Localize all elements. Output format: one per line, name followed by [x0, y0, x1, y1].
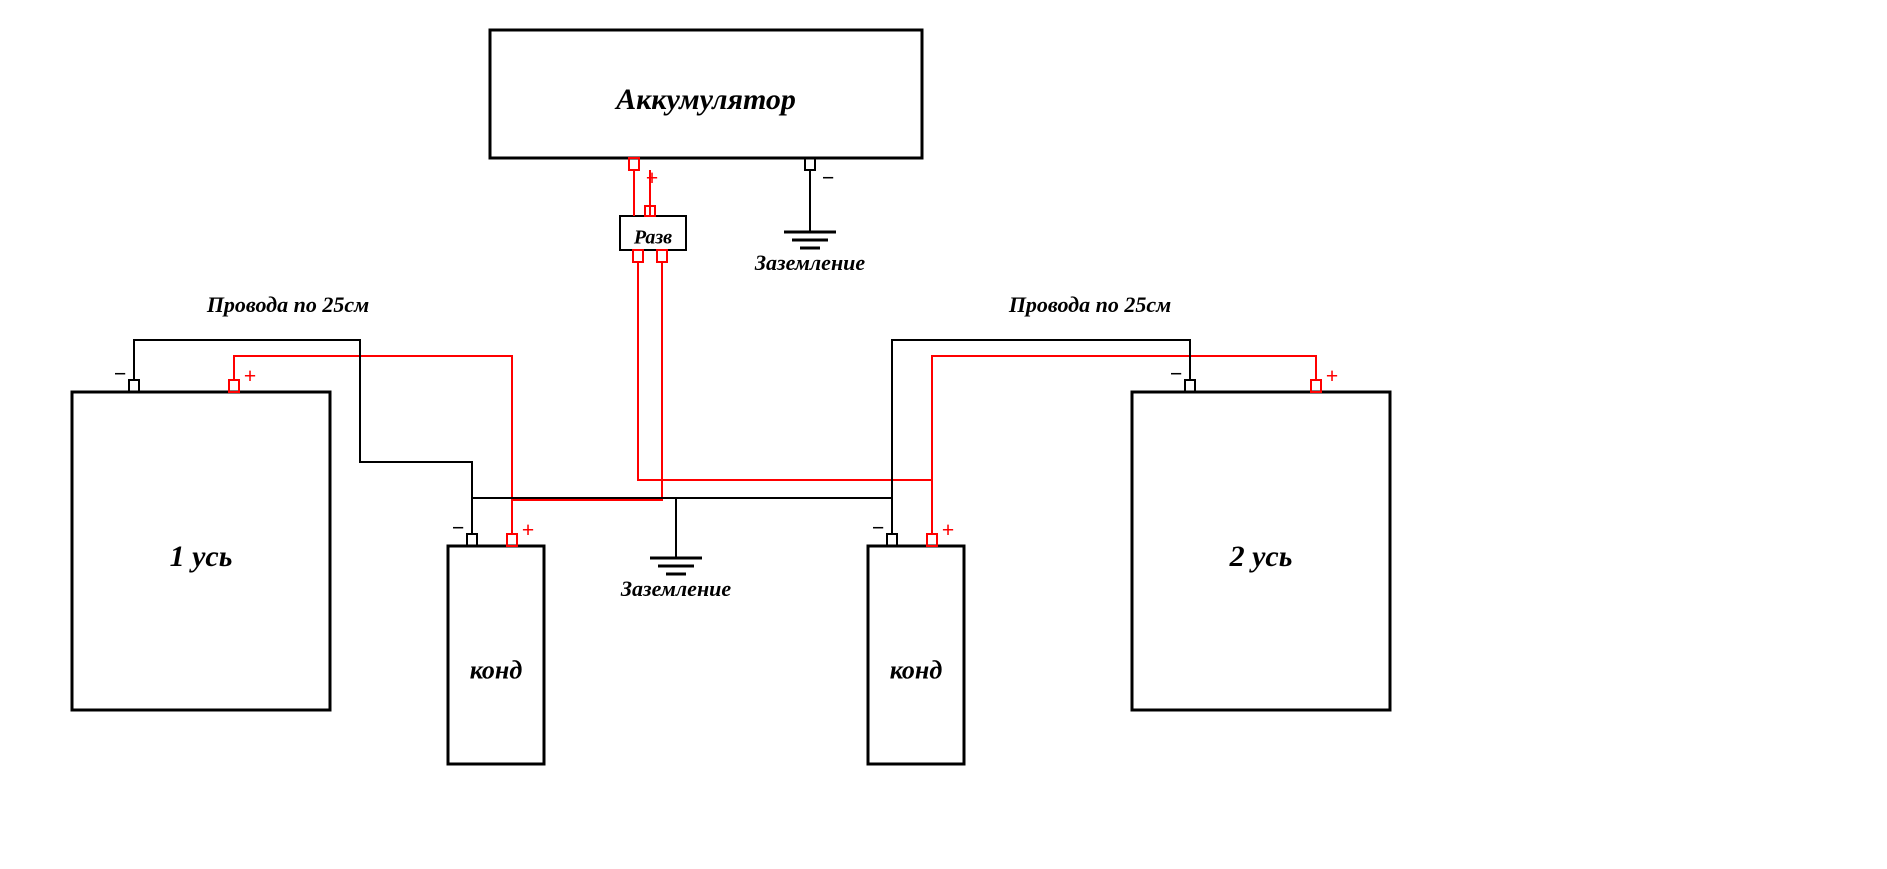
- wire-length-label-left: Провода по 25см: [206, 292, 369, 317]
- box: [129, 380, 139, 392]
- label: −: [872, 515, 885, 540]
- splitter-label: Разв: [633, 227, 672, 249]
- ground-label: Заземление: [754, 250, 866, 275]
- label: +: [244, 363, 257, 388]
- box: [805, 158, 815, 170]
- ground-label: Заземление: [620, 576, 732, 601]
- wire-positive: [932, 356, 1316, 480]
- box: [1185, 380, 1195, 392]
- wire-positive: [512, 262, 662, 534]
- box: [633, 250, 643, 262]
- box: [467, 534, 477, 546]
- label: +: [942, 517, 955, 542]
- box: [229, 380, 239, 392]
- box: [1311, 380, 1321, 392]
- label: +: [1326, 363, 1339, 388]
- label: −: [822, 165, 835, 190]
- box: [927, 534, 937, 546]
- wire-positive: [234, 356, 512, 500]
- box: [887, 534, 897, 546]
- wire-negative: [892, 340, 1190, 498]
- box: [507, 534, 517, 546]
- label: +: [522, 517, 535, 542]
- label: −: [114, 361, 127, 386]
- box: [657, 250, 667, 262]
- wire-length-label-right: Провода по 25см: [1008, 292, 1171, 317]
- cap1-label: конд: [470, 655, 523, 684]
- wire-negative: [676, 498, 892, 548]
- label: −: [1170, 361, 1183, 386]
- cap2-label: конд: [890, 655, 943, 684]
- amp2-label: 2 усь: [1229, 540, 1293, 573]
- wire-negative: [134, 340, 472, 534]
- wire-positive: [638, 262, 932, 534]
- label: +: [646, 165, 659, 190]
- battery-label: Аккумулятор: [614, 83, 796, 116]
- amp1-label: 1 усь: [170, 540, 233, 573]
- box: [629, 158, 639, 170]
- label: −: [452, 515, 465, 540]
